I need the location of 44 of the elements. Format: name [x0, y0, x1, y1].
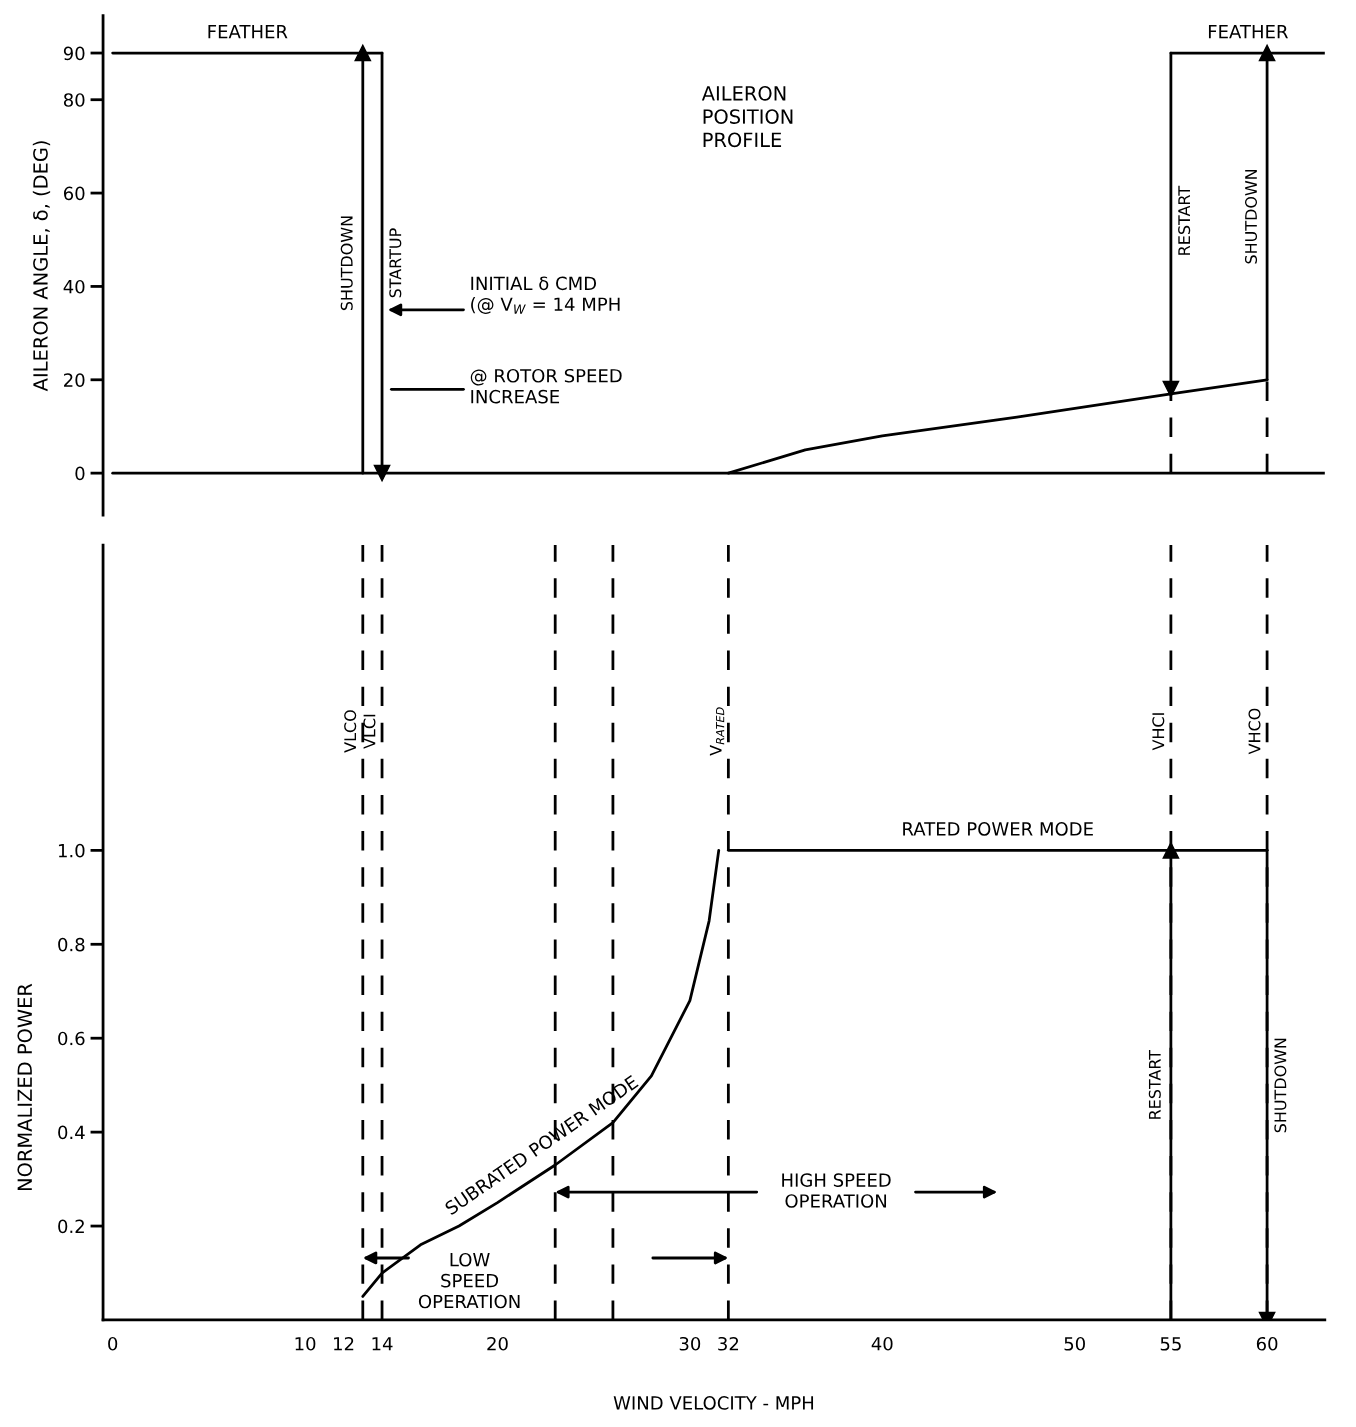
- annotation: @ ROTOR SPEED INCREASE: [470, 368, 622, 404]
- series-label: FEATHER: [208, 25, 288, 39]
- ref-line-label: V$_{RATED}$: [709, 707, 725, 756]
- annotation: INITIAL δ CMD (@ V$_{W}$ = 14 MPH: [471, 276, 620, 314]
- text: SHUTDOWN: [1244, 169, 1258, 264]
- y-tick-label: 40: [63, 279, 85, 294]
- y-tick-label: 0.4: [58, 1125, 85, 1140]
- x-tick-label: 20: [487, 1336, 508, 1351]
- text: SHUTDOWN: [340, 216, 353, 311]
- x-tick-label: 60: [1256, 1336, 1278, 1351]
- y-tick-label: 90: [63, 46, 85, 61]
- text: SHUTDOWN: [1274, 1038, 1287, 1133]
- x-tick-label: 0: [108, 1336, 118, 1351]
- ref-line-label: VHCO: [1248, 708, 1261, 755]
- x-tick-label: 30: [679, 1336, 701, 1351]
- ref-line-label: VHCI: [1152, 713, 1165, 751]
- y-tick-label: 80: [63, 93, 85, 107]
- y-tick-label: 0.8: [58, 937, 85, 952]
- x-tick-label: 40: [871, 1336, 893, 1351]
- y-tick-label: 20: [64, 373, 85, 387]
- y-tick-label: 0: [75, 466, 85, 481]
- y-tick-label: 0.6: [58, 1031, 85, 1046]
- annotation: HIGH SPEED OPERATION: [782, 1173, 891, 1208]
- x-tick-label: 14: [372, 1337, 393, 1351]
- y-axis-title: NORMALIZED POWER: [17, 983, 33, 1191]
- series-label: RATED POWER MODE: [903, 822, 1093, 836]
- annotation: LOW SPEED OPERATION: [418, 1252, 520, 1309]
- x-tick-label: 12: [334, 1336, 354, 1351]
- x-axis-title: WIND VELOCITY - MPH: [613, 1396, 814, 1410]
- x-tick-label: 32: [718, 1336, 739, 1351]
- text: AILERON POSITION PROFILE: [701, 85, 793, 148]
- x-tick-label: 10: [295, 1336, 316, 1351]
- y-tick-label: 0.2: [58, 1219, 84, 1234]
- y-tick-label: 1.0: [58, 843, 85, 858]
- text: RESTART: [1178, 185, 1191, 255]
- ref-line-label: VLCI: [363, 714, 376, 749]
- x-tick-label: 50: [1064, 1336, 1085, 1351]
- text: STARTUP: [389, 228, 402, 298]
- text: RESTART: [1148, 1049, 1161, 1119]
- y-axis-title: AILERON ANGLE, δ, (DEG): [32, 141, 51, 392]
- ref-line-label: VLCO: [344, 710, 357, 753]
- x-tick-label: 55: [1160, 1337, 1181, 1351]
- y-tick-label: 60: [63, 186, 85, 201]
- series-label: FEATHER: [1208, 25, 1288, 39]
